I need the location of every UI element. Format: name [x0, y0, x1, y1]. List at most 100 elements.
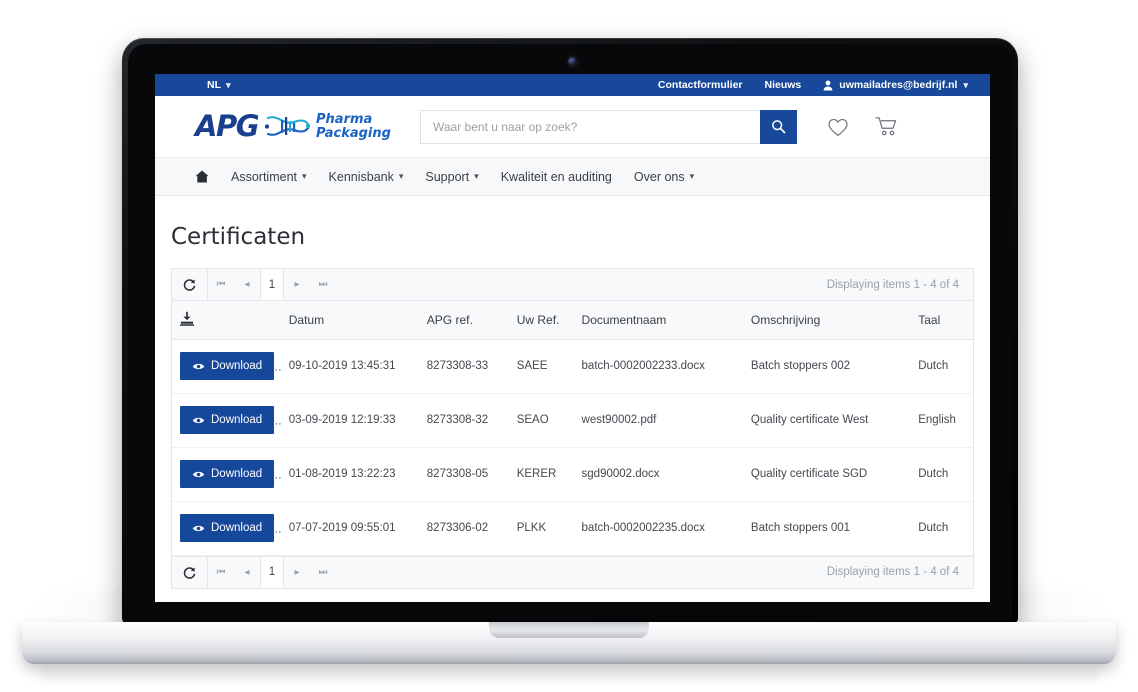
cell-uw-ref: KERER: [508, 447, 574, 502]
cell-uw-ref: SAEE: [508, 339, 574, 394]
refresh-icon: [183, 279, 196, 291]
account-email: uwmailadres@bedrijf.nl: [839, 79, 958, 91]
browser-viewport: NL ▾ Contactformulier Nieuws uwmailadres…: [155, 74, 990, 602]
cell-uw-ref: PLKK: [508, 501, 574, 556]
webcam-icon: [568, 57, 577, 66]
chevron-down-icon: ▾: [689, 171, 695, 181]
search-input[interactable]: [420, 109, 760, 144]
col-header-datum[interactable]: Datum: [280, 301, 419, 340]
first-page-button-bottom[interactable]: ⏮: [216, 566, 226, 578]
site-header: APG Pharma Packaging: [155, 96, 990, 158]
pager-info-top: Displaying items 1 - 4 of 4: [826, 278, 959, 291]
page-number-1[interactable]: 1: [260, 269, 284, 300]
logo-tagline: Pharma Packaging: [316, 111, 391, 141]
cell-omschrijving: Quality certificate SGD: [742, 447, 911, 502]
nav-item-assortiment[interactable]: Assortiment ▾: [231, 170, 307, 184]
col-header-apg-ref[interactable]: APG ref.: [418, 301, 509, 340]
wishlist-heart-icon[interactable]: [827, 117, 849, 137]
download-button-label: Download: [211, 468, 263, 480]
site-logo[interactable]: APG Pharma Packaging: [195, 112, 410, 142]
cell-datum: 01-08-2019 13:22:23: [280, 447, 419, 502]
cell-download: Download: [172, 393, 281, 448]
pager-top: ⏮ ◂ 1 ▸ ⏭ Displaying items 1 - 4 of 4: [172, 269, 973, 301]
topbar-links: Contactformulier Nieuws uwmailadres@bedr…: [658, 79, 968, 91]
cell-datum: 09-10-2019 13:45:31: [280, 339, 419, 394]
nav-label: Support: [425, 169, 470, 184]
logo-tagline-line2: Packaging: [316, 125, 391, 141]
download-button-label: Download: [211, 360, 263, 372]
cell-documentnaam: batch-0002002235.docx: [573, 501, 743, 556]
cell-download: Download: [172, 447, 281, 502]
prev-page-button[interactable]: ◂: [244, 279, 250, 290]
download-button-label: Download: [211, 414, 263, 426]
nav-label: Kennisbank: [328, 169, 394, 184]
cell-apg-ref: 8273308-33: [418, 339, 509, 394]
dna-helix-icon: [264, 115, 311, 136]
nav-item-home[interactable]: [195, 170, 209, 183]
cell-download: Download: [172, 339, 281, 394]
first-page-button[interactable]: ⏮: [216, 279, 226, 290]
news-link[interactable]: Nieuws: [764, 79, 802, 91]
nav-item-over-ons[interactable]: Over ons ▾: [634, 170, 694, 184]
eye-icon: [192, 417, 205, 423]
cell-taal: Dutch: [910, 447, 973, 502]
nav-label: Over ons: [633, 169, 685, 184]
main-navigation: Assortiment ▾ Kennisbank ▾ Support ▾ Kwa…: [155, 158, 990, 196]
nav-item-kennisbank[interactable]: Kennisbank ▾: [329, 170, 404, 184]
table-row: Download 09-10-2019 13:45:31 8273308-33 …: [172, 339, 973, 394]
nav-label: Assortiment: [231, 169, 297, 184]
chevron-down-icon: ▾: [226, 79, 231, 90]
search-button[interactable]: [760, 109, 797, 144]
last-page-button-bottom[interactable]: ⏭: [318, 566, 328, 578]
cell-apg-ref: 8273308-32: [418, 393, 509, 448]
table-head: Datum APG ref. Uw Ref. Documentnaam Omsc…: [172, 301, 973, 340]
pager-info-bottom: Displaying items 1 - 4 of 4: [826, 566, 959, 578]
col-header-documentnaam[interactable]: Documentnaam: [573, 301, 743, 340]
cell-documentnaam: batch-0002002233.docx: [573, 339, 743, 394]
contact-link[interactable]: Contactformulier: [657, 79, 743, 91]
download-button[interactable]: Download: [180, 460, 275, 488]
eye-icon: [192, 363, 205, 369]
refresh-button[interactable]: [172, 269, 208, 300]
table-row: Download 03-09-2019 12:19:33 8273308-32 …: [172, 393, 973, 448]
cell-apg-ref: 8273308-05: [418, 447, 509, 502]
cell-download: Download: [172, 501, 281, 556]
cell-omschrijving: Quality certificate West: [742, 393, 911, 448]
shopping-cart-icon[interactable]: [875, 116, 899, 137]
col-header-omschrijving[interactable]: Omschrijving: [742, 301, 911, 340]
page-title: Certificaten: [171, 224, 306, 250]
cell-documentnaam: west90002.pdf: [573, 393, 743, 448]
last-page-button[interactable]: ⏭: [318, 279, 328, 290]
language-selector[interactable]: NL ▾: [207, 79, 231, 91]
next-page-button-bottom[interactable]: ▸: [294, 566, 300, 578]
prev-page-button-bottom[interactable]: ◂: [244, 566, 250, 578]
chevron-down-icon: ▾: [963, 79, 968, 90]
cell-omschrijving: Batch stoppers 002: [742, 339, 911, 394]
cell-uw-ref: SEAO: [508, 393, 574, 448]
language-label: NL: [207, 79, 221, 91]
col-header-taal[interactable]: Taal: [910, 301, 973, 340]
next-page-button[interactable]: ▸: [294, 279, 300, 290]
account-menu[interactable]: uwmailadres@bedrijf.nl ▾: [823, 79, 968, 91]
col-header-download[interactable]: [172, 301, 281, 340]
download-button[interactable]: Download: [180, 514, 275, 542]
cell-taal: Dutch: [910, 501, 973, 556]
col-header-uw-ref[interactable]: Uw Ref.: [508, 301, 574, 340]
table-body: Download 09-10-2019 13:45:31 8273308-33 …: [172, 339, 973, 556]
download-button[interactable]: Download: [180, 352, 275, 380]
download-button[interactable]: Download: [180, 406, 275, 434]
certificates-grid: ⏮ ◂ 1 ▸ ⏭ Displaying items 1 - 4 of 4: [171, 268, 974, 589]
refresh-button-bottom[interactable]: [172, 556, 208, 588]
cell-omschrijving: Batch stoppers 001: [742, 501, 911, 556]
user-icon: [823, 80, 833, 90]
chevron-down-icon: ▾: [302, 171, 307, 181]
logo-tagline-line1: Pharma: [316, 111, 373, 127]
page-content: Certificaten ⏮ ◂ 1 ▸ ⏭ Displaying i: [155, 196, 990, 589]
nav-item-support[interactable]: Support ▾: [425, 170, 478, 184]
page-number-1-bottom[interactable]: 1: [260, 556, 284, 588]
nav-item-kwaliteit-en-auditing[interactable]: Kwaliteit en auditing: [501, 170, 612, 184]
search-icon: [772, 120, 786, 134]
cell-taal: Dutch: [910, 339, 973, 394]
chevron-down-icon: ▾: [474, 171, 479, 181]
